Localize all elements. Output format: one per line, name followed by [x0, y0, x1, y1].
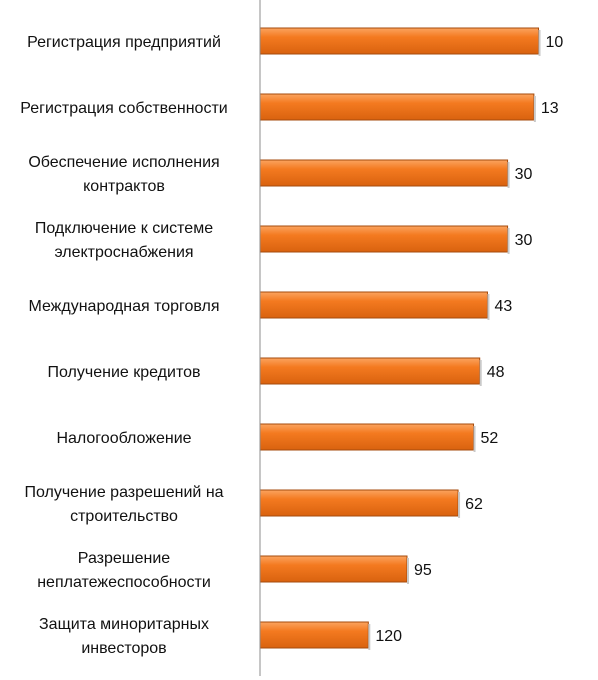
data-label: 30: [515, 166, 533, 183]
category-label-line: Международная торговля: [28, 298, 219, 315]
bars-group: [259, 27, 541, 650]
category-label: Разрешение неплатежеспособности: [37, 550, 211, 591]
bar: [259, 423, 475, 451]
category-label-line: неплатежеспособности: [37, 574, 211, 591]
category-label-line: Получение разрешений на: [24, 484, 223, 501]
bar: [259, 489, 459, 517]
category-label-line: Регистрация предприятий: [27, 34, 221, 51]
category-label: Получение разрешений на строительство: [24, 484, 223, 525]
bar: [259, 357, 481, 385]
bar-shadow: [533, 96, 536, 122]
bar-shadow: [507, 228, 510, 254]
category-label: Налогообложение: [56, 430, 191, 447]
value-labels-group: 10 13 30 30 43 48 52 62 95 120: [375, 34, 563, 645]
category-label-line: инвесторов: [81, 640, 166, 657]
bar-shadow: [507, 162, 510, 188]
category-label-line: Разрешение: [78, 550, 171, 567]
bar: [259, 159, 509, 187]
data-label: 120: [375, 628, 402, 645]
category-label-line: Налогообложение: [56, 430, 191, 447]
category-label-line: электроснабжения: [54, 244, 193, 261]
bar-shadow: [407, 558, 409, 584]
category-label-line: Защита миноритарных: [39, 616, 209, 633]
category-label-line: строительство: [70, 508, 178, 525]
category-label: Подключение к системе электроснабжения: [35, 220, 213, 261]
data-label: 95: [414, 562, 432, 579]
category-label: Регистрация предприятий: [27, 34, 221, 51]
category-label: Международная торговля: [28, 298, 219, 315]
data-label: 52: [481, 430, 499, 447]
category-label-line: Обеспечение исполнения: [28, 154, 219, 171]
category-label-line: Получение кредитов: [48, 364, 201, 381]
bar-shadow: [458, 492, 461, 518]
data-label: 48: [487, 364, 505, 381]
category-label: Регистрация собственности: [20, 100, 227, 117]
bar-shadow: [538, 30, 541, 56]
category-label-line: контрактов: [83, 178, 165, 195]
bar-shadow: [487, 294, 490, 320]
category-label: Защита миноритарных инвесторов: [39, 616, 209, 657]
category-labels-group: Регистрация предприятий Регистрация собст…: [20, 34, 227, 657]
bar: [259, 93, 535, 121]
bar-shadow: [368, 624, 371, 650]
category-label: Обеспечение исполнения контрактов: [28, 154, 219, 195]
bar: [259, 27, 540, 55]
bar-shadow: [479, 360, 482, 386]
category-label-line: Регистрация собственности: [20, 100, 227, 117]
bar: [259, 225, 509, 253]
bar: [259, 555, 408, 583]
bar: [259, 291, 488, 319]
data-label: 30: [515, 232, 533, 249]
data-label: 62: [465, 496, 483, 513]
category-label: Получение кредитов: [48, 364, 201, 381]
data-label: 10: [546, 34, 564, 51]
bar-shadow: [473, 426, 476, 452]
data-label: 43: [494, 298, 512, 315]
bar: [259, 621, 369, 649]
data-label: 13: [541, 100, 559, 117]
category-label-line: Подключение к системе: [35, 220, 213, 237]
